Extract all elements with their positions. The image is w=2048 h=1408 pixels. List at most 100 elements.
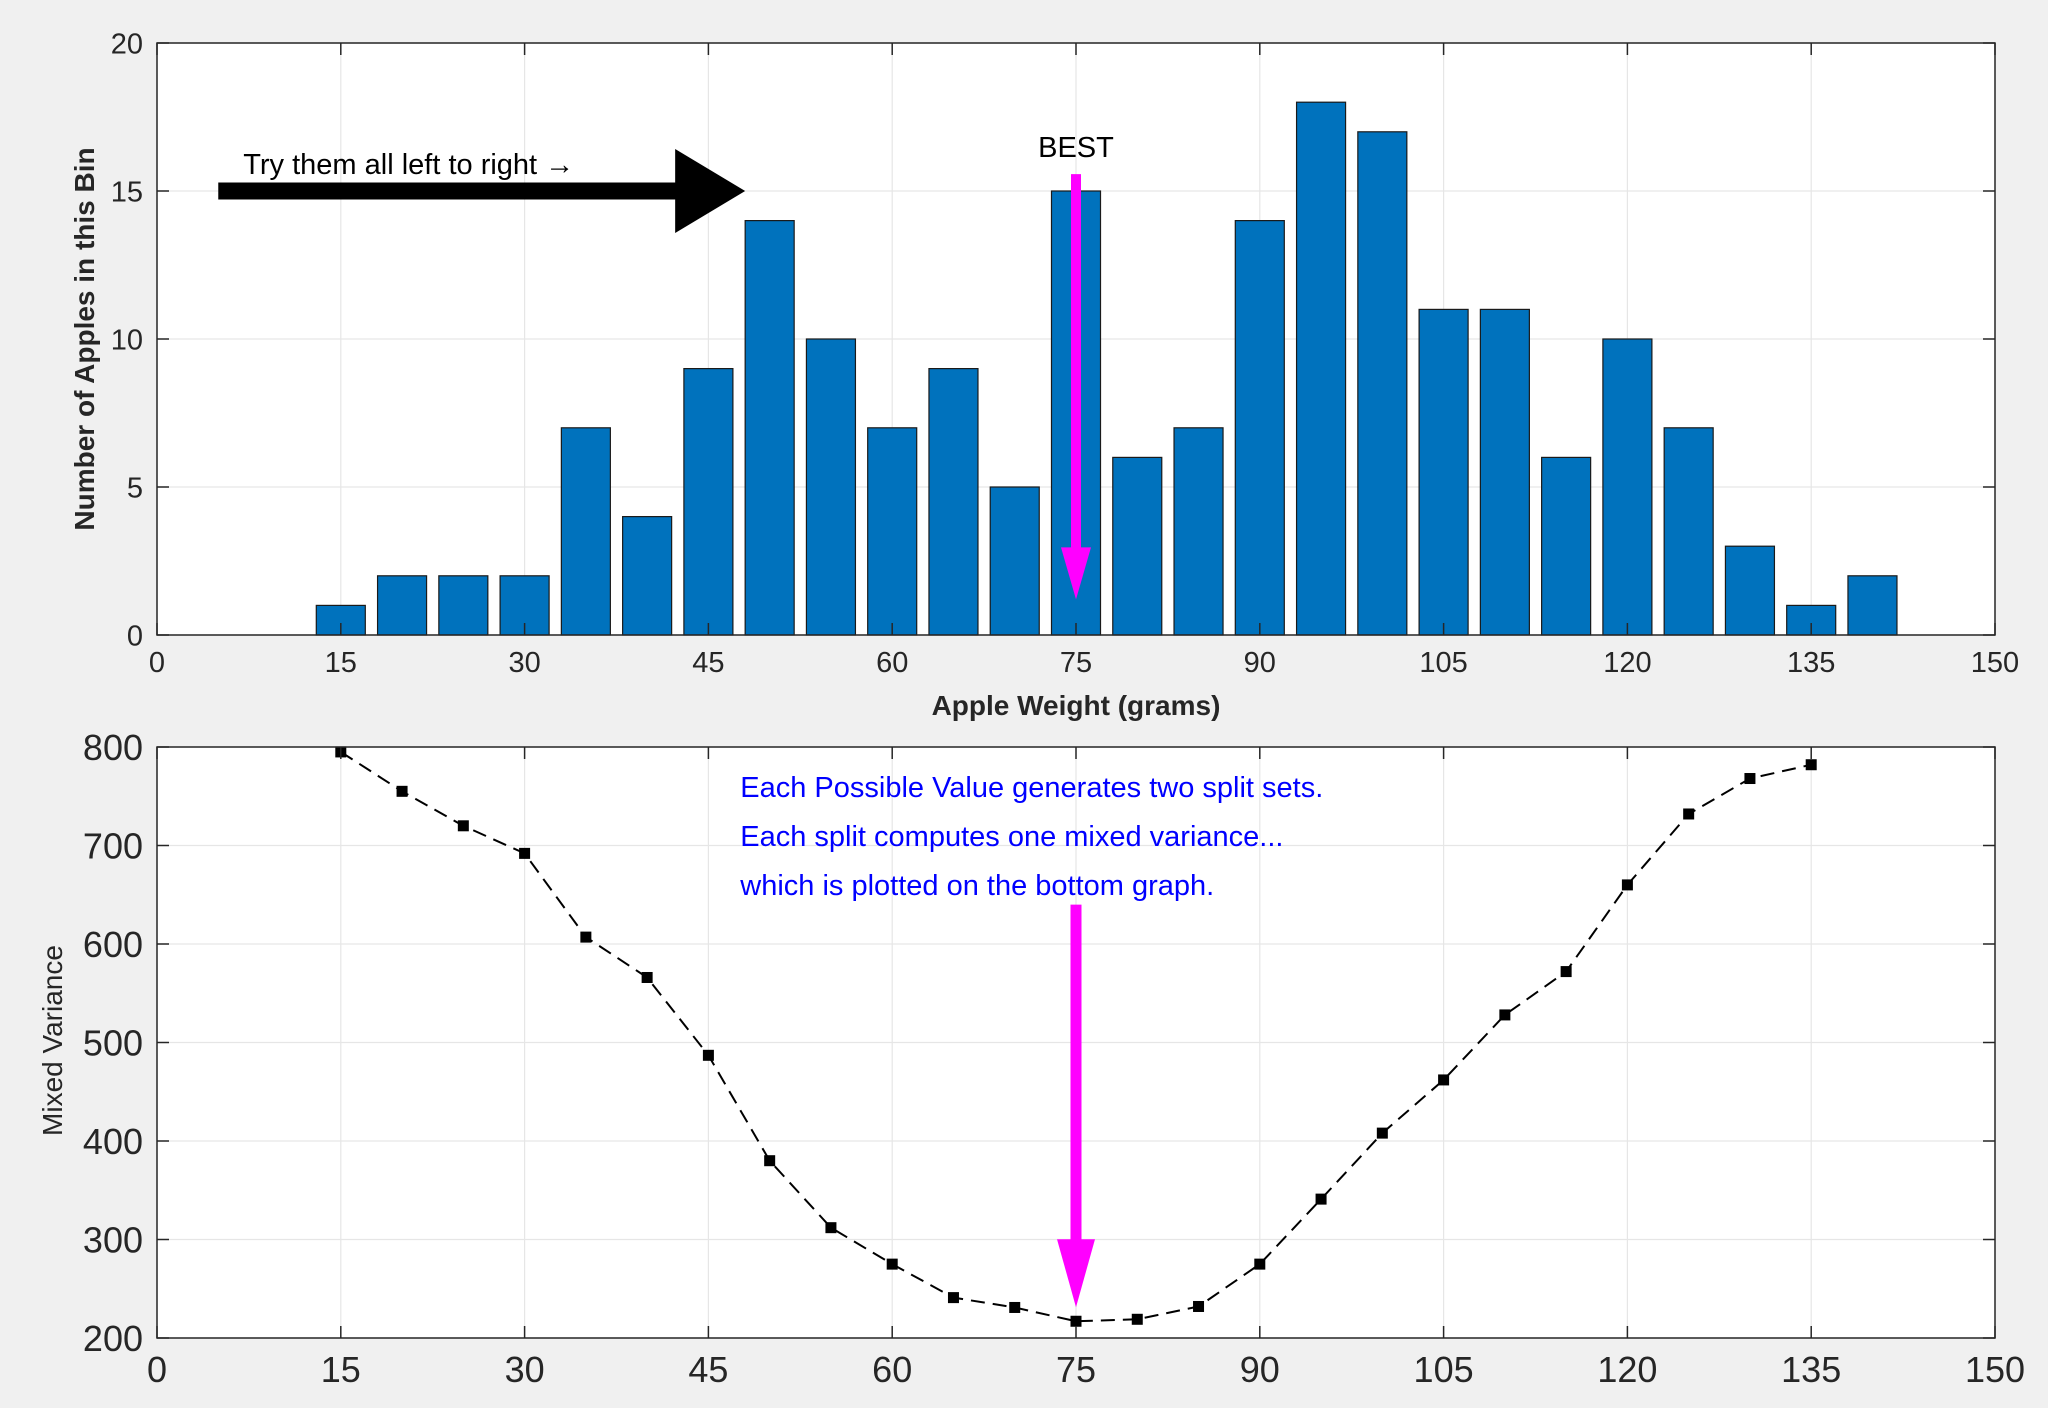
y-tick-label: 200 [83,1318,143,1359]
x-tick-label: 45 [692,647,724,679]
variance-marker [1315,1193,1327,1205]
histogram-bar [438,575,489,636]
variance-marker [1254,1258,1266,1270]
variance-marker [580,931,592,943]
histogram-bar [1357,131,1408,636]
variance-marker [702,1049,714,1061]
histogram-ticks [156,42,1996,636]
x-tick-label: 15 [321,1349,361,1390]
histogram-y-tick-labels: 0 5 10 15 20 [111,28,143,652]
x-tick-label: 135 [1787,647,1835,679]
histogram-bar [1541,456,1592,636]
sweep-arrow-head [675,149,746,233]
annotation-line-2: Each split computes one mixed variance..… [740,821,1283,853]
variance-marker [1131,1313,1143,1325]
variance-markers [335,746,1817,1327]
histogram-bar [1295,101,1347,636]
best-label: BEST [1038,132,1114,164]
y-tick-label: 0 [127,620,143,652]
x-tick-label: 90 [1240,1349,1280,1390]
best-arrow-head-bottom [1057,1239,1095,1308]
histogram-bar [1479,308,1530,636]
histogram-bar [1724,545,1776,636]
histogram-x-axis-label: Apple Weight (grams) [932,690,1221,721]
variance-y-axis-label: Mixed Variance [37,945,68,1136]
x-tick-label: 105 [1414,1349,1474,1390]
x-tick-label: 75 [1056,1349,1096,1390]
variance-marker [1805,759,1817,771]
x-tick-label: 90 [1244,647,1276,679]
variance-marker [1683,808,1695,820]
annotation-line-3: which is plotted on the bottom graph. [739,870,1214,902]
variance-marker [396,785,408,797]
histogram-bars [315,101,1898,636]
variance-marker [1621,879,1633,891]
variance-marker [1070,1315,1082,1327]
y-tick-label: 800 [83,727,143,768]
histogram-bar [744,220,795,636]
x-tick-label: 0 [147,1349,167,1390]
histogram-bar [376,575,428,636]
y-tick-label: 5 [127,472,143,504]
variance-marker [1438,1074,1450,1086]
y-tick-label: 400 [83,1121,143,1162]
x-tick-label: 75 [1060,647,1092,679]
variance-marker [1744,773,1756,785]
variance-marker [764,1155,776,1167]
histogram-bar [1663,427,1714,636]
histogram-bar [560,427,611,636]
x-tick-label: 30 [505,1349,545,1390]
variance-marker [457,820,469,832]
variance-marker [1193,1300,1205,1312]
histogram-bar [805,338,857,636]
histogram-x-tick-labels: 0 15 30 45 60 75 90 105 120 135 150 [149,647,2019,679]
y-tick-label: 600 [83,924,143,965]
histogram-bar [1602,338,1653,636]
variance-marker [1560,966,1572,978]
variance-axes: 0 15 30 45 60 75 90 105 120 135 150 200 300 400 500 60… [37,727,2025,1390]
variance-marker [886,1258,898,1270]
x-tick-label: 135 [1781,1349,1841,1390]
x-tick-label: 45 [688,1349,728,1390]
y-tick-label: 10 [111,324,143,356]
x-tick-label: 120 [1597,1349,1657,1390]
x-tick-label: 150 [1965,1349,2025,1390]
histogram-bar [1112,456,1163,636]
x-tick-label: 0 [149,647,165,679]
variance-marker [1499,1009,1511,1021]
x-tick-label: 150 [1971,647,2019,679]
histogram-y-axis-label: Number of Apples in this Bin [69,147,100,530]
histogram-bar [683,368,734,636]
x-tick-label: 30 [508,647,540,679]
best-arrow-head-top [1061,547,1091,600]
sweep-annotation: Try them all left to right → [243,149,574,181]
histogram-bar [622,515,673,636]
variance-marker [1009,1301,1021,1313]
variance-x-tick-labels: 0 15 30 45 60 75 90 105 120 135 150 [147,1349,2025,1390]
y-tick-label: 500 [83,1022,143,1063]
x-tick-label: 60 [872,1349,912,1390]
variance-ticks [156,746,1996,1339]
y-tick-label: 20 [111,28,143,60]
histogram-bar [1418,308,1469,636]
histogram-bar [1173,427,1224,636]
variance-marker [1376,1127,1388,1139]
histogram-bar [1847,575,1898,636]
x-tick-label: 60 [876,647,908,679]
annotation-line-1: Each Possible Value generates two split … [740,772,1323,804]
variance-marker [947,1292,959,1304]
x-tick-label: 120 [1603,647,1651,679]
x-tick-label: 105 [1419,647,1467,679]
y-tick-label: 300 [83,1219,143,1260]
histogram-bar [928,368,979,636]
variance-marker [641,971,653,983]
histogram-bar [989,486,1040,636]
variance-marker [825,1222,837,1234]
histogram-bar [1234,220,1285,636]
variance-y-tick-labels: 200 300 400 500 600 700 800 [83,727,143,1359]
y-tick-label: 700 [83,825,143,866]
histogram-axes: 0 15 30 45 60 75 90 105 120 135 150 0 5 10 15 20 Apple… [69,28,2019,721]
y-tick-label: 15 [111,176,143,208]
variance-marker [519,847,531,859]
